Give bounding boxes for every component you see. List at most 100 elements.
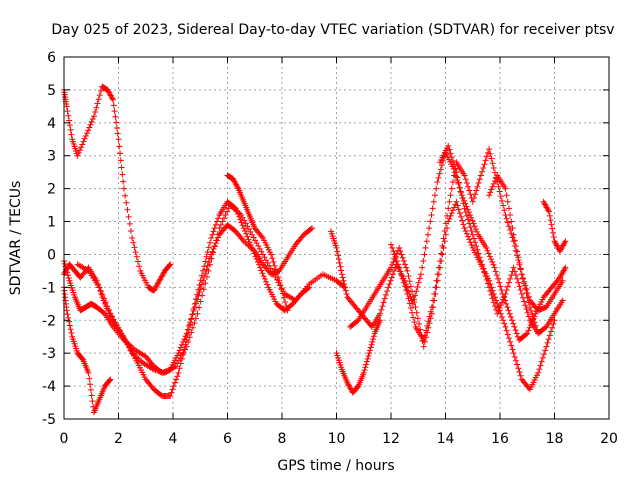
data-point	[101, 295, 108, 302]
data-point	[196, 304, 203, 311]
data-point	[391, 251, 398, 258]
data-point	[500, 202, 507, 209]
data-point	[559, 277, 566, 284]
data-point	[398, 272, 405, 279]
data-point	[489, 295, 496, 302]
data-point	[68, 329, 75, 336]
data-point	[416, 275, 423, 282]
data-point	[85, 127, 92, 134]
data-point	[496, 188, 503, 195]
data-point	[391, 267, 398, 274]
data-point	[402, 261, 409, 268]
data-point	[177, 344, 184, 351]
y-tick-label: 5	[47, 83, 56, 99]
data-point	[239, 236, 246, 243]
data-point	[118, 164, 125, 171]
data-point	[430, 198, 437, 205]
data-point	[545, 207, 552, 214]
data-point	[83, 130, 90, 137]
data-point	[278, 286, 285, 293]
data-point	[340, 277, 347, 284]
data-point	[530, 315, 537, 322]
data-point	[509, 317, 516, 324]
data-point	[90, 113, 97, 120]
data-point	[399, 275, 406, 282]
data-point	[549, 225, 556, 232]
data-point	[476, 254, 483, 261]
data-point	[453, 169, 460, 176]
data-point	[470, 235, 477, 242]
data-point	[451, 204, 458, 211]
data-point	[498, 287, 505, 294]
data-point	[412, 304, 419, 311]
data-point	[80, 138, 87, 145]
data-point	[97, 288, 104, 295]
data-point	[134, 258, 141, 265]
x-axis-title: GPS time / hours	[277, 458, 394, 474]
chart-title: Day 025 of 2023, Sidereal Day-to-day VTE…	[51, 22, 614, 38]
data-point	[396, 244, 403, 251]
data-point	[433, 185, 440, 192]
data-point	[490, 299, 497, 306]
data-point	[387, 277, 394, 284]
data-point	[536, 366, 543, 373]
data-point	[389, 261, 396, 268]
data-point	[365, 353, 372, 360]
data-point	[190, 305, 197, 312]
data-point	[240, 225, 247, 232]
data-point	[502, 323, 509, 330]
data-point	[472, 226, 479, 233]
data-point	[94, 100, 101, 107]
data-point	[507, 313, 514, 320]
data-point	[503, 287, 510, 294]
data-point	[420, 337, 427, 344]
data-point	[206, 239, 213, 246]
data-point	[496, 305, 503, 312]
data-point	[498, 299, 505, 306]
data-point	[521, 298, 528, 305]
data-point	[188, 316, 195, 323]
data-point	[247, 242, 254, 249]
data-point	[189, 311, 196, 318]
data-point	[166, 262, 173, 269]
data-point	[540, 351, 547, 358]
data-point	[461, 225, 468, 232]
data-point	[538, 358, 545, 365]
data-point	[66, 318, 73, 325]
data-point	[510, 238, 517, 245]
data-point	[171, 379, 178, 386]
data-point	[406, 278, 413, 285]
data-point	[277, 282, 284, 289]
data-point	[427, 308, 434, 315]
data-point	[111, 108, 118, 115]
data-point	[242, 227, 249, 234]
data-point	[388, 274, 395, 281]
data-point	[431, 290, 438, 297]
data-point	[67, 126, 74, 133]
data-point	[197, 298, 204, 305]
data-point	[440, 235, 447, 242]
data-point	[93, 104, 100, 111]
data-point	[276, 277, 283, 284]
data-point	[202, 280, 209, 287]
data-point	[197, 277, 204, 284]
data-point	[491, 264, 498, 271]
data-point	[403, 287, 410, 294]
data-point	[468, 242, 475, 249]
data-point	[386, 281, 393, 288]
data-point	[175, 369, 182, 376]
y-tick-label: -2	[42, 313, 56, 329]
y-tick-label: -3	[42, 346, 56, 362]
data-point	[448, 210, 455, 217]
data-point	[395, 261, 402, 268]
data-point	[116, 143, 123, 150]
data-point	[338, 267, 345, 274]
data-point	[203, 274, 210, 281]
data-point	[127, 227, 134, 234]
data-point	[431, 192, 438, 199]
data-point	[422, 244, 429, 251]
data-point	[185, 338, 192, 345]
data-point	[342, 287, 349, 294]
data-point	[417, 271, 424, 278]
data-point	[517, 265, 524, 272]
